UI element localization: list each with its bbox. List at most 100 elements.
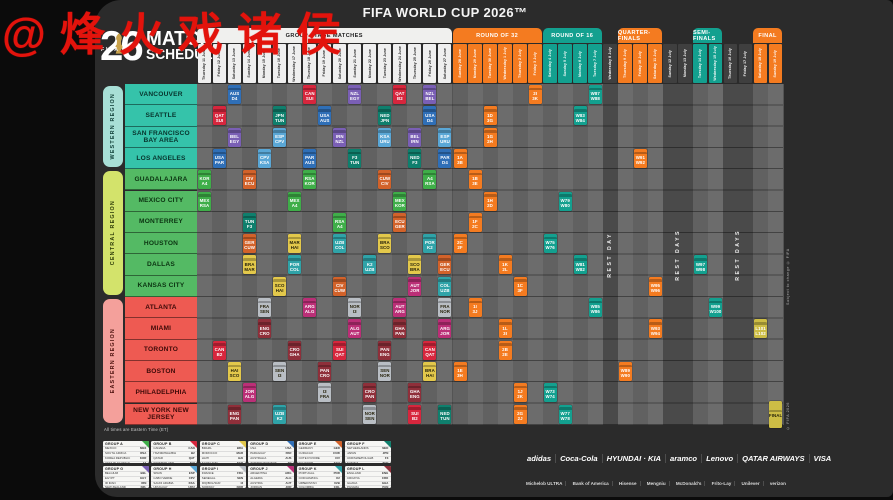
match-cell: MAR HAI [288,234,302,254]
team-code: ENG [409,394,420,400]
match-cell: AUS D4 [228,85,242,104]
date-label: Saturday 11 July [653,48,658,79]
team-code: 2C [457,240,463,246]
team-code: COL [440,282,450,288]
team-code: CIV [335,282,344,288]
page-title: FIFA WORLD CUP 2026™ [362,5,528,20]
team-code: 2F [457,245,463,251]
date-label: Wednesday 8 July [608,47,613,80]
team-code: 3J [472,309,478,315]
group-box-a: GROUP A MEXICO MEX SOUTH AFRICA RSA KOREA REP… [103,441,149,463]
team-code: PAN [395,330,405,336]
team-code: D4 [442,160,448,166]
team-code: W91 [635,155,646,161]
team-code: D4 [231,96,238,102]
team-code: AUT [350,330,360,336]
match-cell: 1I 3J [468,298,482,317]
team-code: KOR [199,176,210,182]
team-code: AUT [410,282,420,288]
team-code: GER [394,224,405,230]
grid-column [542,84,559,425]
group-team-row: MEXICO MEX [103,446,149,451]
team-code: USA [319,112,330,118]
city-label-monterrey: MONTERREY [125,211,197,234]
team-code: BRA [244,261,255,267]
team-code: SCO [409,261,420,267]
team-code: CAN [425,346,435,352]
team-code: 1E [457,368,463,374]
date-header: Saturday 27 June [437,44,452,83]
group-team-row: IR IRAN IRN [103,480,149,486]
grid-column [557,84,574,425]
date-label: Sunday 28 June [457,49,462,78]
team-code: POR [289,261,300,267]
group-name: GROUP K [298,466,317,471]
group-team-row: NETHERLANDS NED [345,446,391,451]
date-header: Tuesday 23 June [377,44,392,83]
region-tab: WESTERN REGION [103,86,123,168]
team-code: A4 [427,176,433,182]
team-code: TUN [244,219,255,225]
team-code: 2B [502,346,508,352]
match-cell: W91 W92 [633,148,647,168]
team-code: GER [244,240,255,246]
rest-day-label: REST DAYS [663,84,693,425]
team-code: ESP [275,133,285,139]
team-code: NZL [350,91,360,97]
team-code: FRA [259,304,270,310]
team-code: JOR [440,330,450,336]
group-team-row: FRANCE FRA [199,470,246,476]
group-team-row: ARGENTINA ARG [248,470,294,476]
group-color-corner [286,465,294,473]
region-tab: CENTRAL REGION [103,171,123,295]
team-code: W78 [560,415,570,421]
team-code: CIV [245,176,254,182]
team-code: L101 [755,325,766,331]
match-cell: 1G 2H [483,127,497,147]
team-code: RSA [199,202,210,208]
team-code: 1D [487,112,493,118]
team-code: B2 [411,415,418,421]
date-header: Sunday 5 July [558,44,572,83]
group-team-row: SWITZERLAND SUI [151,460,198,463]
group-team-row: MOROCCO MAR [199,451,246,456]
team-code: 1L [502,325,508,331]
group-box-d: GROUP D USA USA PARAGUAY PAR AUSTRALIA AUS TUR/… [248,441,294,463]
date-header: Saturday 11 July [648,44,662,83]
team-code: 1F [472,219,478,225]
date-label: Sunday 5 July [562,50,567,77]
date-header: Tuesday 7 July [588,44,602,83]
team-code: CRO [364,389,375,395]
group-team-row: QATAR QAT [151,456,198,461]
match-cell: BEL IRN [408,127,422,147]
match-cell: ARG JOR [438,319,452,339]
match-cell: AUT ARG [393,298,407,317]
credit-text: Subject to change © FIFA [786,248,790,305]
team-code: JOR [410,287,420,293]
match-cell: FRA NOR [438,298,452,317]
date-label: Friday 26 June [427,50,432,77]
team-code: AUT [395,304,405,310]
date-header: Saturday 18 July [753,44,768,83]
match-cell: SCO HAI [273,276,287,296]
match-cell: UZB K2 [273,404,287,424]
group-color-corner [383,465,391,473]
timezone-note: All times are Eastern Time (ET) [104,427,169,432]
team-code: ALG [244,394,255,400]
sponsor-logos-secondary: Michelob ULTRA Bank of America Hisense Meng… [523,477,789,490]
group-team-row: ECUADOR ECU [296,460,343,463]
date-header: Friday 12 June [212,44,227,83]
team-code: 3F [517,287,523,293]
team-code: COL [289,266,300,272]
group-box-i: GROUP I FRANCE FRA SENEGAL SEN IRQ/BOL/SUR I3 N… [199,465,246,488]
team-code: W84 [575,117,585,123]
team-code: ENG [229,410,240,416]
team-code: W73 [545,389,555,395]
team-code: SCO [379,245,390,251]
team-code: AUS [229,91,240,97]
group-team-row: SOUTH AFRICA RSA [103,451,149,456]
date-header: Monday 6 July [573,44,587,83]
team-code: CIV [381,181,389,187]
team-code: PAN [229,415,240,421]
team-code: CRO [289,346,300,352]
